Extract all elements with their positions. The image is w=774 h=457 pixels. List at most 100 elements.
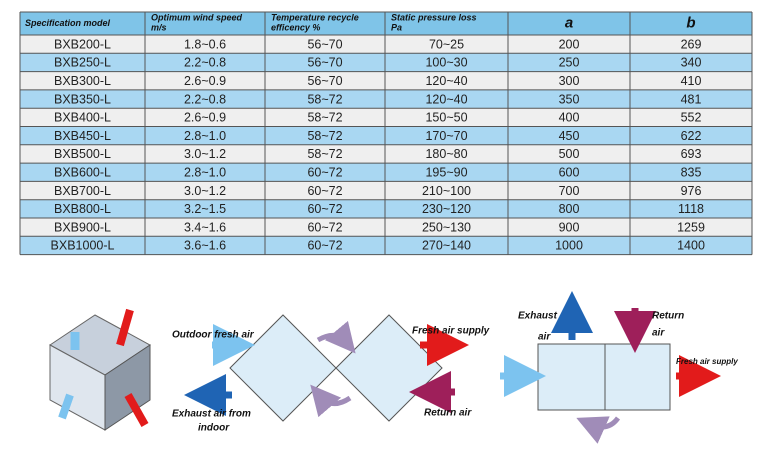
table-cell: 3.0~1.2: [184, 147, 226, 161]
table-cell: 300: [559, 74, 580, 88]
table-cell: BXB700-L: [54, 184, 111, 198]
table-cell: 1400: [677, 239, 705, 253]
table-cell: 1000: [555, 239, 583, 253]
header-cell: Temperature recycle: [271, 12, 359, 22]
label: Outdoor fresh air: [172, 330, 255, 341]
table-cell: 350: [559, 92, 580, 106]
table-cell: 56~70: [307, 56, 342, 70]
table-cell: 60~72: [307, 184, 342, 198]
unit-diagram: [500, 291, 721, 444]
table-row: [20, 89, 752, 109]
table-cell: 500: [559, 147, 580, 161]
header-cell: efficency %: [271, 22, 320, 32]
table-cell: BXB900-L: [54, 220, 111, 234]
table-cell: 800: [559, 202, 580, 216]
table-cell: 1259: [677, 220, 705, 234]
table-cell: 70~25: [429, 37, 464, 51]
table-cell: BXB1000-L: [51, 239, 115, 253]
table-cell: BXB500-L: [54, 147, 111, 161]
table-row: [20, 108, 752, 127]
table-cell: 622: [681, 129, 702, 143]
table-cell: 600: [559, 166, 580, 180]
table-cell: 58~72: [307, 92, 342, 106]
table-cell: 60~72: [307, 202, 342, 216]
table-cell: 230~120: [422, 202, 471, 216]
table-cell: 58~72: [307, 129, 342, 143]
table-cell: 150~50: [425, 111, 467, 125]
table-cell: BXB400-L: [54, 111, 111, 125]
table-cell: 120~40: [425, 92, 467, 106]
label: Fresh air supply: [412, 326, 490, 337]
table-cell: 835: [681, 166, 702, 180]
table-cell: 60~72: [307, 239, 342, 253]
table-row: [20, 236, 752, 255]
table-cell: 100~30: [425, 56, 467, 70]
table-cell: 200: [559, 37, 580, 51]
cube-icon: [49, 308, 151, 431]
table-row: [20, 199, 752, 218]
table-row: [20, 218, 752, 237]
table-cell: 2.2~0.8: [184, 56, 226, 70]
table-cell: 60~72: [307, 166, 342, 180]
table-cell: 481: [681, 92, 702, 106]
table-cell: 170~70: [425, 129, 467, 143]
exchanger-diagram: [184, 314, 469, 422]
label: indoor: [198, 423, 230, 434]
table-cell: BXB600-L: [54, 166, 111, 180]
header-cell: b: [686, 14, 695, 31]
table-cell: 400: [559, 111, 580, 125]
table-cell: BXB300-L: [54, 74, 111, 88]
label: Exhaust: [518, 311, 558, 322]
table-row: [20, 71, 752, 90]
table-cell: 3.2~1.5: [184, 202, 226, 216]
table-row: [20, 126, 752, 145]
table-cell: 120~40: [425, 74, 467, 88]
table-cell: 56~70: [307, 37, 342, 51]
table-cell: BXB450-L: [54, 129, 111, 143]
table-cell: 1.8~0.6: [184, 37, 226, 51]
table-cell: 269: [681, 37, 702, 51]
table-row: [20, 163, 752, 182]
table-cell: 3.0~1.2: [184, 184, 226, 198]
table-cell: BXB800-L: [54, 202, 111, 216]
table-cell: 700: [559, 184, 580, 198]
table-row: [20, 181, 752, 200]
table-cell: BXB250-L: [54, 56, 111, 70]
label: Exhaust air from: [172, 409, 251, 420]
table-cell: 56~70: [307, 74, 342, 88]
label: Fresh air supply: [676, 357, 738, 366]
header-cell: Static pressure loss: [391, 12, 477, 22]
table-cell: 693: [681, 147, 702, 161]
table-cell: 2.6~0.9: [184, 74, 226, 88]
table-cell: 58~72: [307, 111, 342, 125]
table-row: [20, 35, 752, 54]
table-cell: 450: [559, 129, 580, 143]
table-cell: 1118: [678, 202, 704, 216]
header-cell: a: [565, 14, 573, 31]
table-cell: 340: [681, 56, 702, 70]
table-cell: 180~80: [425, 147, 467, 161]
table-cell: 900: [559, 220, 580, 234]
table-cell: BXB200-L: [54, 37, 111, 51]
table-cell: 2.8~1.0: [184, 166, 226, 180]
table-cell: 58~72: [307, 147, 342, 161]
table-cell: 250: [559, 56, 580, 70]
label: Return air: [424, 408, 472, 419]
table-cell: 210~100: [422, 184, 471, 198]
label: air: [652, 328, 665, 339]
header-cell: Specification model: [25, 18, 111, 28]
table-cell: 3.4~1.6: [184, 220, 226, 234]
table-cell: 2.6~0.9: [184, 111, 226, 125]
header-cell: m/s: [151, 22, 167, 32]
table-row: [20, 144, 752, 164]
table-cell: 410: [681, 74, 702, 88]
label: Return: [652, 311, 684, 322]
table-cell: 976: [681, 184, 702, 198]
table-row: [20, 53, 752, 72]
header-cell: Optimum wind speed: [151, 12, 243, 22]
table-cell: 60~72: [307, 220, 342, 234]
table-cell: BXB350-L: [54, 92, 111, 106]
table-cell: 552: [681, 111, 702, 125]
table-cell: 195~90: [425, 166, 467, 180]
